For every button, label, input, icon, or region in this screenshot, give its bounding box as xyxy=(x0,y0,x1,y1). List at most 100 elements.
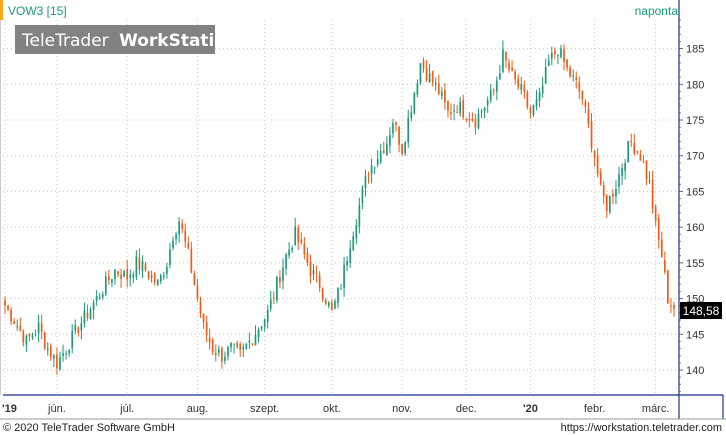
candle-body xyxy=(609,195,611,213)
candle-body xyxy=(651,179,654,209)
candle-body xyxy=(260,326,263,329)
candle-body xyxy=(587,109,590,124)
candle-body xyxy=(37,322,40,334)
candle-body xyxy=(324,300,327,305)
candle-body xyxy=(150,275,153,278)
candle-body xyxy=(266,309,269,322)
candle-body xyxy=(431,71,434,83)
candle-body xyxy=(532,104,535,115)
candle-body xyxy=(370,165,373,175)
candle-layer xyxy=(4,40,675,375)
candle-body xyxy=(541,85,544,94)
candle-body xyxy=(550,52,553,59)
candle-body xyxy=(520,84,523,90)
candle-body xyxy=(502,49,504,72)
candle-body xyxy=(141,261,144,272)
candle-body xyxy=(612,193,614,197)
interval-label[interactable]: naponta xyxy=(635,4,679,18)
candle-body xyxy=(254,334,257,346)
candle-body xyxy=(331,302,333,310)
x-tick-label: febr. xyxy=(584,403,605,415)
candle-body xyxy=(71,330,74,349)
candle-body xyxy=(13,321,16,325)
candle-body xyxy=(120,274,122,280)
candle-body xyxy=(529,107,532,113)
candle-body xyxy=(263,319,266,328)
candle-body xyxy=(144,264,147,271)
candle-body xyxy=(355,225,358,239)
candle-body xyxy=(114,269,116,280)
x-tick-label: szept. xyxy=(250,403,279,415)
candle-body xyxy=(624,163,626,171)
candle-body xyxy=(373,167,376,169)
candle-body xyxy=(422,60,425,69)
candle-body xyxy=(434,82,437,85)
watermark-logo: TeleTrader WorkStation xyxy=(21,31,238,51)
candle-body xyxy=(65,353,67,355)
y-tick-label: 155 xyxy=(686,258,704,270)
candle-body xyxy=(554,50,556,55)
candle-body xyxy=(205,322,208,336)
candle-body xyxy=(605,195,608,212)
candle-body xyxy=(495,80,498,92)
candle-body xyxy=(389,134,391,146)
x-tick-label: júl. xyxy=(119,403,134,415)
candle-body xyxy=(239,344,242,351)
candle-body xyxy=(337,288,339,303)
candle-body xyxy=(92,302,95,311)
candle-body xyxy=(80,323,83,331)
candle-body xyxy=(599,172,602,184)
candle-body xyxy=(572,75,575,77)
candle-body xyxy=(667,270,669,304)
candle-body xyxy=(169,249,171,265)
candle-body xyxy=(98,297,101,299)
candle-body xyxy=(74,325,77,331)
candle-body xyxy=(376,159,379,165)
candle-body xyxy=(309,261,312,276)
candle-body xyxy=(547,60,550,66)
candle-body xyxy=(407,118,410,143)
candle-body xyxy=(425,68,428,81)
candle-body xyxy=(22,331,25,343)
candle-body xyxy=(382,150,385,154)
candle-body xyxy=(437,83,440,94)
candle-body xyxy=(291,247,293,251)
candle-body xyxy=(230,342,232,348)
candle-body xyxy=(83,310,86,324)
candle-body xyxy=(242,347,245,350)
candle-body xyxy=(657,217,660,240)
candle-body xyxy=(10,309,12,322)
watermark-brand: TeleTrader xyxy=(21,31,109,51)
candle-body xyxy=(544,67,547,84)
candle-body xyxy=(633,142,636,154)
candle-body xyxy=(596,155,599,175)
candle-body xyxy=(172,240,174,248)
y-tick-label: 180 xyxy=(686,79,704,91)
footer-url[interactable]: https://workstation.teletrader.com xyxy=(561,422,722,434)
x-tick-label: dec. xyxy=(456,403,477,415)
candle-body xyxy=(642,161,645,163)
candle-body xyxy=(7,305,9,310)
candle-body xyxy=(447,101,449,111)
candle-body xyxy=(193,273,196,286)
candle-body xyxy=(190,248,193,273)
x-tick-label: '20 xyxy=(523,403,538,415)
candle-body xyxy=(86,312,89,318)
candle-body xyxy=(126,269,129,280)
candle-body xyxy=(175,234,177,240)
candle-body xyxy=(386,143,388,155)
candle-body xyxy=(16,326,19,328)
candle-body xyxy=(56,354,58,369)
candle-body xyxy=(440,91,443,96)
candle-body xyxy=(303,243,306,255)
candle-body xyxy=(279,277,281,283)
candle-body xyxy=(663,260,666,272)
copyright-text: © 2020 TeleTrader Software GmbH xyxy=(3,422,175,434)
candle-body xyxy=(416,83,419,95)
candle-body xyxy=(181,223,184,230)
candle-body xyxy=(306,252,309,264)
candle-body xyxy=(62,353,64,356)
candle-body xyxy=(153,272,156,283)
